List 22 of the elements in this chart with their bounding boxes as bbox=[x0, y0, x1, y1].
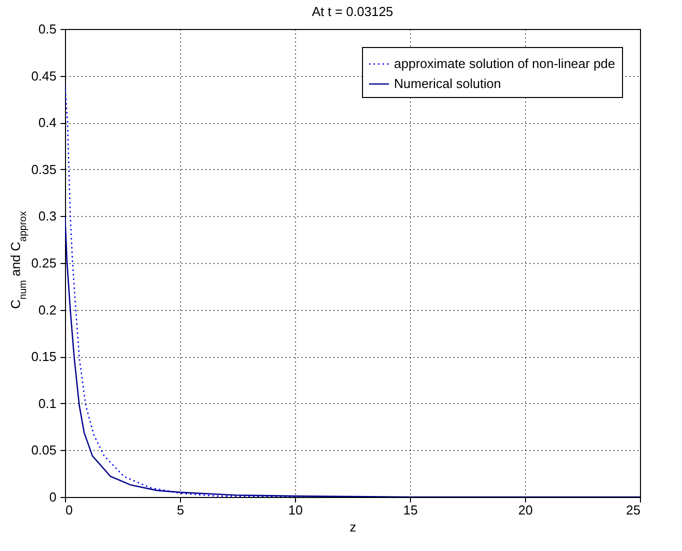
x-tick-label: 5 bbox=[176, 502, 184, 518]
y-tick-label: 0.05 bbox=[31, 442, 56, 458]
line-series bbox=[65, 216, 640, 497]
chart-title: At t = 0.03125 bbox=[312, 4, 394, 19]
y-tick-label: 0.3 bbox=[38, 208, 56, 224]
x-tick-label: 10 bbox=[288, 502, 303, 518]
x-tick-label: 25 bbox=[626, 502, 640, 518]
legend-label: approximate solution of non-linear pde bbox=[394, 56, 616, 71]
y-tick-label: 0.35 bbox=[31, 162, 56, 177]
x-axis-title: z bbox=[350, 520, 356, 534]
y-tick-label: 0.1 bbox=[38, 396, 56, 411]
x-tick-label: 20 bbox=[518, 502, 533, 518]
legend-label: Numerical solution bbox=[394, 76, 501, 91]
y-tick-label: 0.45 bbox=[31, 68, 56, 84]
y-tick-label: 0.5 bbox=[38, 22, 56, 36]
x-tick-label: 0 bbox=[66, 502, 73, 518]
y-tick-label: 0.2 bbox=[38, 302, 56, 318]
y-tick-label: 0.4 bbox=[38, 115, 56, 130]
y-tick-label: 0 bbox=[49, 490, 56, 504]
y-tick-label: 0.25 bbox=[31, 256, 56, 270]
y-tick-label: 0.15 bbox=[31, 349, 56, 364]
x-tick-label: 15 bbox=[403, 502, 418, 518]
